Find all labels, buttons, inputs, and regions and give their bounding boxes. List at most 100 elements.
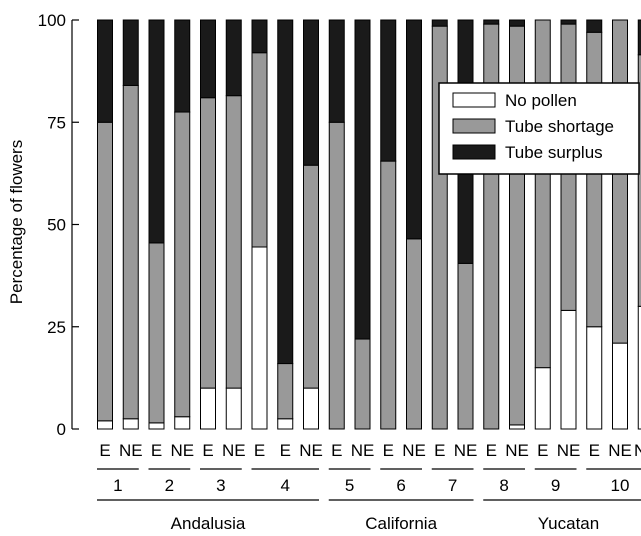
bar-segment xyxy=(251,246,268,430)
bar-segment xyxy=(97,420,113,430)
bar-segment xyxy=(637,19,641,56)
bar-segment xyxy=(122,418,139,430)
x-tick-label: E xyxy=(589,441,600,460)
x-tick-label: E xyxy=(331,441,342,460)
bar-segment xyxy=(612,342,628,430)
x-tick-label: NE xyxy=(351,441,375,460)
bar-segment xyxy=(457,262,474,430)
x-tick-label: E xyxy=(434,441,445,460)
bar-segment xyxy=(122,19,139,86)
bar-segment xyxy=(174,111,191,418)
bar-segment xyxy=(431,19,448,27)
x-tick-label: NE xyxy=(608,441,632,460)
bar-segment xyxy=(225,387,242,430)
group-label: 1 xyxy=(113,476,122,495)
x-tick-label: NE xyxy=(402,441,426,460)
group-label: 6 xyxy=(396,476,405,495)
bars-layer xyxy=(97,19,641,430)
x-tick-label: NE xyxy=(299,441,323,460)
group-label: 3 xyxy=(216,476,225,495)
bar-segment xyxy=(328,19,345,123)
y-axis-label: Percentage of flowers xyxy=(7,140,26,304)
x-tick-label: E xyxy=(486,441,497,460)
x-tick-label: NE xyxy=(454,441,478,460)
x-tick-label: NE xyxy=(634,441,641,460)
bar-segment xyxy=(200,387,216,430)
bar-segment xyxy=(148,242,165,424)
region-label: Andalusia xyxy=(171,514,246,533)
bar-segment xyxy=(406,238,422,430)
bar-segment xyxy=(406,19,422,240)
bar-segment xyxy=(509,424,525,430)
x-axis: ENEENEENEEENEENEENEENEENEENEENENE1234567… xyxy=(97,441,641,533)
bar-segment xyxy=(277,418,294,430)
bar-segment xyxy=(354,338,371,430)
bar-segment xyxy=(148,422,165,430)
bar-segment xyxy=(483,19,500,25)
bar-segment xyxy=(637,305,641,430)
bar-segment xyxy=(303,19,319,166)
bar-segment xyxy=(225,19,242,97)
bar-segment xyxy=(200,97,216,389)
legend-entry: Tube shortage xyxy=(505,117,614,136)
group-label: 5 xyxy=(345,476,354,495)
bar-segment xyxy=(560,19,577,25)
x-tick-label: E xyxy=(254,441,265,460)
bar-segment xyxy=(97,121,113,422)
bar-segment xyxy=(612,19,628,344)
x-tick-label: E xyxy=(202,441,213,460)
y-tick-label: 100 xyxy=(38,11,66,30)
bar-segment xyxy=(251,19,268,54)
x-tick-label: E xyxy=(99,441,110,460)
y-tick-label: 75 xyxy=(47,113,66,132)
group-label: 2 xyxy=(165,476,174,495)
bar-segment xyxy=(560,309,577,430)
bar-segment xyxy=(122,84,139,420)
bar-segment xyxy=(148,19,165,244)
bar-segment xyxy=(534,367,551,430)
bar-segment xyxy=(637,54,641,307)
bar-segment xyxy=(380,160,397,430)
bar-segment xyxy=(200,19,216,99)
bar-segment xyxy=(354,19,371,340)
bar-segment xyxy=(586,326,603,430)
x-tick-label: E xyxy=(151,441,162,460)
bar-segment xyxy=(277,19,294,365)
bar-segment xyxy=(174,416,191,430)
y-tick-label: 50 xyxy=(47,216,66,235)
bar-segment xyxy=(174,19,191,113)
x-tick-label: NE xyxy=(505,441,529,460)
bar-segment xyxy=(586,19,603,33)
group-label: 4 xyxy=(281,476,290,495)
x-tick-label: NE xyxy=(170,441,194,460)
bar-segment xyxy=(586,31,603,328)
x-tick-label: NE xyxy=(557,441,581,460)
region-label: California xyxy=(365,514,437,533)
x-tick-label: E xyxy=(383,441,394,460)
x-tick-label: E xyxy=(537,441,548,460)
legend-entry: No pollen xyxy=(505,91,577,110)
bar-segment xyxy=(303,164,319,389)
x-tick-label: E xyxy=(280,441,291,460)
bar-segment xyxy=(277,363,294,420)
region-label: Yucatan xyxy=(538,514,599,533)
legend-swatch xyxy=(452,118,496,134)
bar-segment xyxy=(534,19,551,369)
legend-entry: Tube surplus xyxy=(505,143,603,162)
y-axis: 0 25 50 75 100 xyxy=(38,11,79,439)
group-label: 8 xyxy=(499,476,508,495)
bar-segment xyxy=(509,19,525,27)
bar-segment xyxy=(303,387,319,430)
bar-segment xyxy=(97,19,113,123)
group-label: 10 xyxy=(611,476,630,495)
x-tick-label: NE xyxy=(119,441,143,460)
bar-segment xyxy=(328,121,345,430)
bar-segment xyxy=(380,19,397,162)
bar-segment xyxy=(251,52,268,248)
legend: No pollen Tube shortage Tube surplus xyxy=(438,82,640,175)
group-label: 9 xyxy=(551,476,560,495)
x-tick-label: NE xyxy=(222,441,246,460)
y-tick-label: 25 xyxy=(47,318,66,337)
legend-swatch xyxy=(452,92,496,108)
